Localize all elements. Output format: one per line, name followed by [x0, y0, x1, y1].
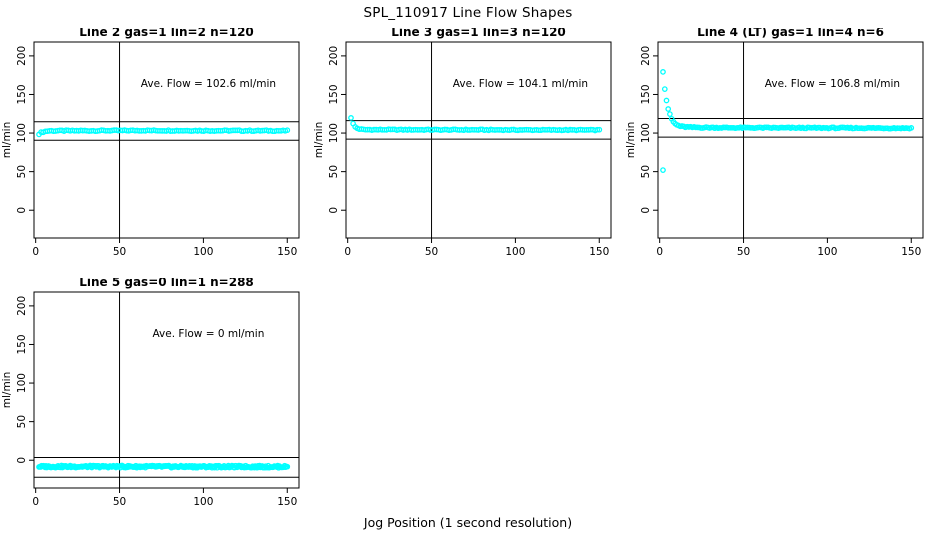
data-points [36, 127, 291, 138]
ave-flow-annotation: Ave. Flow = 0 ml/min [152, 328, 264, 340]
y-tick-label: 100 [640, 123, 652, 143]
y-axis-label: ml/min [1, 122, 13, 158]
y-tick-label: 100 [16, 123, 28, 143]
y-tick-label: 50 [328, 165, 340, 178]
panel-line4-chart: 0 50 100 150 0 50 100 150 200 ml/min Line 4 (LT) g… [625, 28, 924, 258]
y-axis-label: ml/min [313, 122, 325, 158]
ave-flow-annotation: Ave. Flow = 106.8 ml/min [765, 78, 900, 90]
x-tick-label: 0 [344, 246, 351, 258]
data-points [660, 69, 915, 173]
panel-title: Line 4 (LT) gas=1 lin=4 n=6 [697, 28, 884, 39]
data-point [284, 127, 291, 134]
panel-line2-chart: 0 50 100 150 0 50 100 150 200 ml/min Line 2 gas=1 … [1, 28, 300, 258]
y-tick-label: 150 [16, 334, 28, 354]
y-tick-label: 50 [16, 165, 28, 178]
x-tick-label: 0 [32, 496, 39, 508]
y-tick-label: 0 [16, 457, 28, 464]
data-points [348, 115, 603, 134]
data-point [667, 111, 673, 117]
plot-box [345, 41, 612, 239]
data-points [36, 462, 291, 471]
plot-box [33, 41, 300, 239]
y-tick-label: 200 [328, 46, 340, 66]
data-point [661, 86, 668, 92]
panel-line3-chart: 0 50 100 150 0 50 100 150 200 ml/min Line 3 gas=1 … [313, 28, 612, 258]
y-axis-label: ml/min [1, 372, 13, 408]
data-point [663, 97, 670, 104]
figure-title: SPL_110917 Line Flow Shapes [363, 5, 573, 21]
y-tick-label: 0 [640, 207, 652, 214]
y-tick-label: 100 [328, 123, 340, 143]
x-tick-label: 0 [656, 246, 663, 258]
y-tick-label: 150 [640, 84, 652, 104]
x-tick-label: 100 [505, 246, 525, 258]
x-tick-label: 50 [737, 246, 750, 258]
x-tick-label: 50 [113, 496, 126, 508]
data-point [665, 106, 672, 112]
x-tick-label: 150 [589, 246, 609, 258]
x-tick-label: 100 [193, 496, 213, 508]
x-tick-label: 150 [277, 246, 297, 258]
ave-flow-annotation: Ave. Flow = 104.1 ml/min [453, 78, 588, 90]
x-tick-label: 100 [817, 246, 837, 258]
y-tick-label: 200 [640, 46, 652, 66]
data-point [594, 126, 601, 133]
data-point [596, 126, 603, 133]
data-point [284, 463, 291, 470]
data-point [660, 69, 666, 75]
y-tick-label: 0 [328, 207, 340, 214]
y-tick-label: 50 [16, 415, 28, 428]
x-tick-label: 50 [113, 246, 126, 258]
panel-title: Line 3 gas=1 lin=3 n=120 [391, 28, 566, 39]
y-axis-label: ml/min [625, 122, 637, 158]
ave-flow-annotation: Ave. Flow = 102.6 ml/min [141, 78, 276, 90]
x-tick-label: 150 [277, 496, 297, 508]
y-tick-label: 200 [16, 296, 28, 316]
y-tick-label: 100 [16, 373, 28, 393]
panel-title: Line 5 gas=0 lin=1 n=288 [79, 278, 254, 289]
data-point [348, 115, 354, 121]
x-axis-label: Jog Position (1 second resolution) [363, 515, 573, 530]
x-tick-label: 100 [193, 246, 213, 258]
y-tick-label: 0 [16, 207, 28, 214]
panel-line5-chart: 0 50 100 150 0 50 100 150 200 ml/min Line 5 gas=0 … [1, 278, 300, 508]
y-tick-label: 50 [640, 165, 652, 178]
x-tick-label: 50 [425, 246, 438, 258]
outlier-point [660, 167, 666, 173]
x-tick-label: 150 [901, 246, 921, 258]
data-point [908, 125, 915, 131]
plot-box [657, 41, 924, 239]
y-tick-label: 150 [328, 84, 340, 104]
y-tick-label: 200 [16, 46, 28, 66]
panel-title: Line 2 gas=1 lin=2 n=120 [79, 28, 254, 39]
plot-box [33, 291, 300, 489]
y-tick-label: 150 [16, 84, 28, 104]
x-tick-label: 0 [32, 246, 39, 258]
